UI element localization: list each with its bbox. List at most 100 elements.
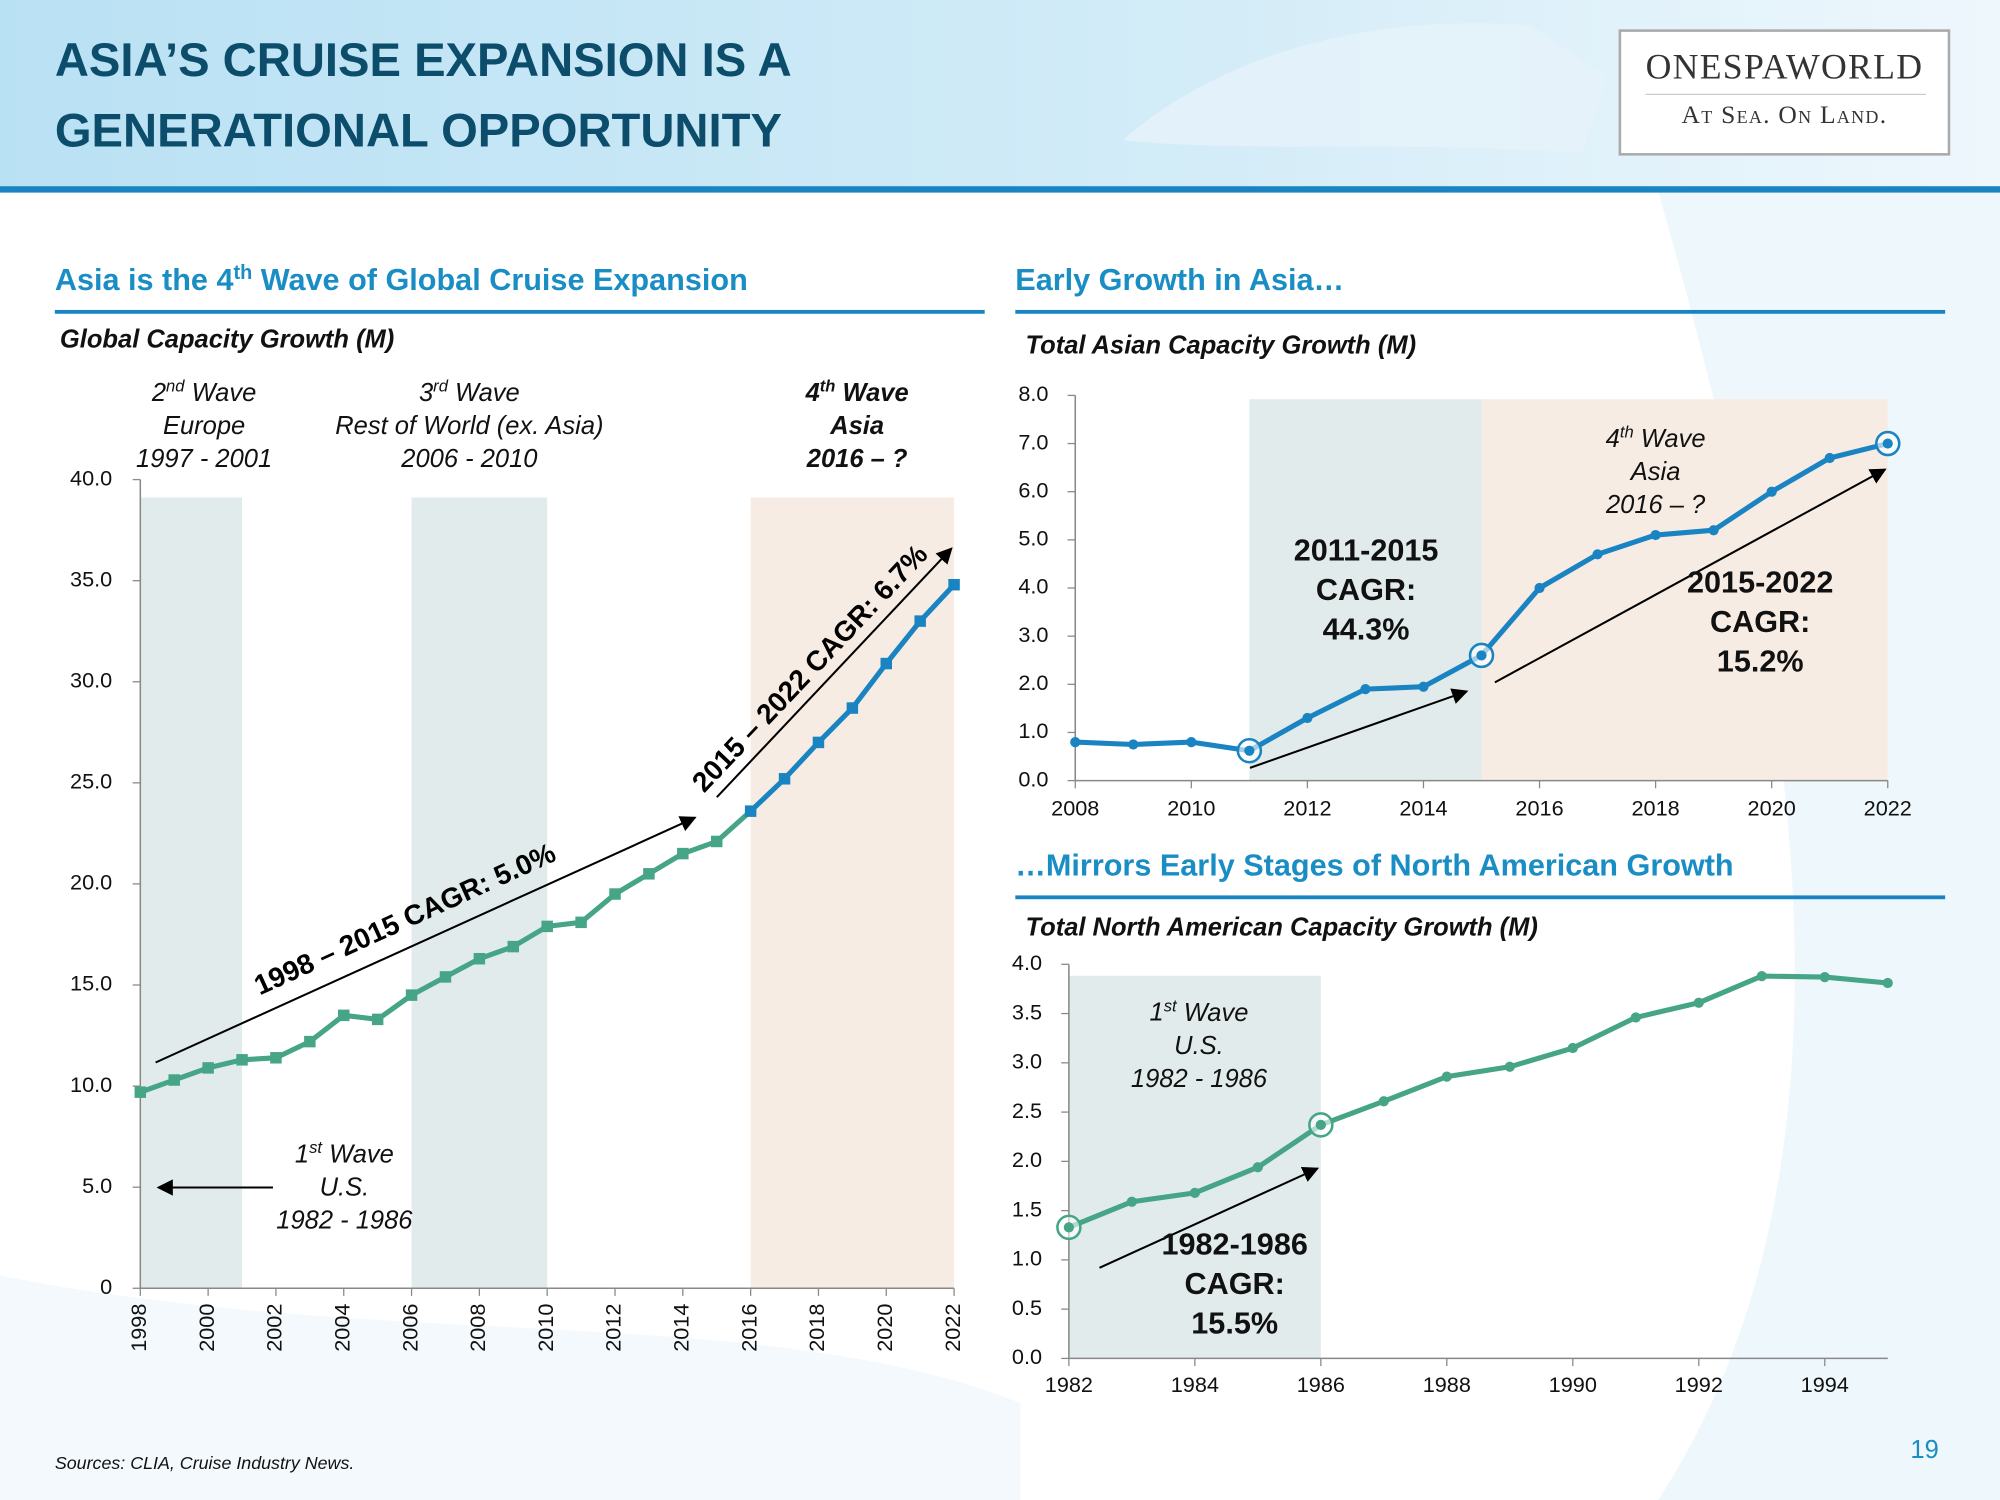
background-wave <box>0 1275 1021 1500</box>
section-rule <box>1015 309 1946 314</box>
data-point <box>1504 1061 1515 1072</box>
data-point <box>1592 549 1603 560</box>
data-point <box>1128 739 1139 750</box>
y-tick-label: 20.0 <box>70 870 112 895</box>
wave-label: 4th Wave <box>805 377 909 407</box>
logo-box <box>1618 29 1951 156</box>
data-point <box>880 657 893 670</box>
y-tick-label: 8.0 <box>1018 381 1048 406</box>
y-tick-label: 0.5 <box>1012 1295 1042 1320</box>
annotation: 1982 - 1986 <box>276 1207 413 1235</box>
x-tick-label: 2018 <box>1632 796 1680 821</box>
chart: Total Asian Capacity Growth (M) 4th Wave A… <box>1018 332 1912 821</box>
x-tick-label: 2016 <box>1515 796 1563 821</box>
y-tick-label: 3.5 <box>1012 999 1042 1024</box>
x-tick-label: 1990 <box>1549 1372 1597 1397</box>
data-point <box>1630 1012 1641 1023</box>
data-point <box>914 615 926 627</box>
y-tick-label: 2.5 <box>1012 1098 1042 1123</box>
y-tick-label: 5.0 <box>82 1173 112 1198</box>
wave-label: 2016 – ? <box>806 445 908 473</box>
wave-label: 1997 - 2001 <box>136 445 272 473</box>
data-point <box>1189 1187 1200 1198</box>
chart-title: Total Asian Capacity Growth (M) <box>1026 332 1417 360</box>
data-point <box>1063 1222 1074 1233</box>
annotation: CAGR: <box>1316 573 1416 607</box>
wave-label: 4th Wave <box>1606 423 1706 453</box>
y-tick-label: 0.0 <box>1018 766 1048 791</box>
y-tick-label: 10.0 <box>70 1072 112 1097</box>
data-point <box>1819 971 1830 983</box>
data-point <box>134 1086 147 1098</box>
x-tick-label: 2018 <box>804 1304 829 1352</box>
y-tick-label: 30.0 <box>70 667 112 692</box>
data-point <box>405 989 418 1001</box>
x-tick-label: 2020 <box>872 1304 897 1352</box>
data-point <box>338 1009 350 1022</box>
y-tick-label: 5.0 <box>1018 526 1048 551</box>
data-point <box>541 920 553 933</box>
y-tick-label: 7.0 <box>1018 429 1048 454</box>
data-point <box>1126 1196 1137 1207</box>
x-tick-label: 2020 <box>1748 796 1796 821</box>
x-tick-label: 2008 <box>465 1304 490 1352</box>
x-tick-label: 2006 <box>397 1304 422 1352</box>
chart: Total North American Capacity Growth (M)… <box>1012 913 1893 1397</box>
data-point <box>1315 1119 1326 1130</box>
data-point <box>846 702 859 714</box>
data-point <box>812 736 825 749</box>
data-point <box>575 916 587 929</box>
y-tick-label: 2.0 <box>1018 670 1048 695</box>
data-point <box>270 1052 282 1064</box>
y-tick-label: 35.0 <box>70 566 112 591</box>
annotation: 2015-2022 <box>1687 565 1833 599</box>
data-point <box>710 835 723 848</box>
data-point <box>1360 684 1371 695</box>
x-tick-label: 1982 <box>1045 1372 1093 1397</box>
wave-band <box>1249 399 1482 781</box>
wave-band <box>140 497 243 1289</box>
y-tick-label: 1.5 <box>1012 1196 1042 1221</box>
data-point <box>1693 997 1704 1008</box>
section-rule <box>54 309 985 314</box>
data-point <box>1567 1042 1578 1054</box>
data-point <box>643 868 655 880</box>
x-tick-label: 2012 <box>601 1304 626 1352</box>
ship-graphic <box>1122 23 1608 154</box>
annotation: 15.5% <box>1191 1306 1278 1340</box>
section-title: …Mirrors Early Stages of North American … <box>1015 848 1733 882</box>
data-point <box>1882 977 1893 989</box>
data-point <box>1186 736 1197 748</box>
wave-band <box>411 497 548 1289</box>
x-tick-label: 2010 <box>533 1304 558 1352</box>
wave-label: 3rd Wave <box>419 377 520 407</box>
data-point <box>744 805 757 817</box>
y-tick-label: 6.0 <box>1018 477 1048 502</box>
annotation: 2011-2015 <box>1294 533 1439 567</box>
x-tick-label: 2022 <box>1864 796 1912 821</box>
y-tick-label: 4.0 <box>1018 574 1048 599</box>
title: GENERATIONAL OPPORTUNITY <box>55 104 782 157</box>
annotation: 1st Wave <box>295 1138 394 1168</box>
x-tick-label: 2014 <box>669 1304 694 1352</box>
arrow <box>716 547 953 798</box>
data-point <box>1824 452 1835 464</box>
y-tick-label: 15.0 <box>70 971 112 996</box>
title: ASIA’S CRUISE EXPANSION IS A <box>55 34 792 87</box>
data-point <box>1302 712 1313 724</box>
data-point <box>1534 582 1545 594</box>
data-point <box>1650 529 1661 541</box>
logo-tagline: At Sea. On Land. <box>1682 100 1888 129</box>
y-tick-label: 1.0 <box>1012 1246 1042 1271</box>
data-point <box>1708 525 1719 536</box>
data-point <box>439 971 452 983</box>
x-tick-label: 2022 <box>940 1304 965 1352</box>
wave-label: 2006 - 2010 <box>400 445 537 473</box>
y-tick-label: 25.0 <box>70 769 112 794</box>
wave-label: 2nd Wave <box>151 377 256 407</box>
arrow <box>1249 688 1469 769</box>
x-tick-label: 1994 <box>1801 1372 1849 1397</box>
y-tick-label: 40.0 <box>70 465 112 490</box>
